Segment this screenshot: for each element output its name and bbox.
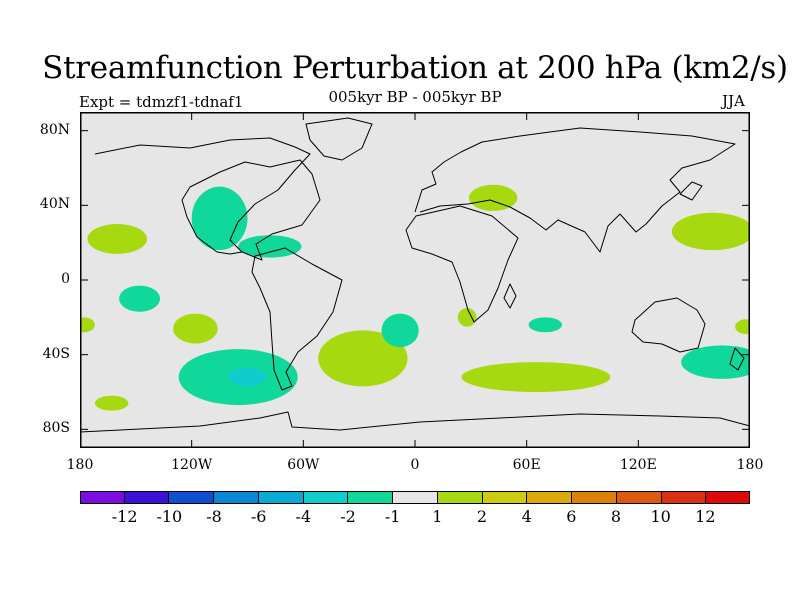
colorbar-cell bbox=[169, 491, 215, 504]
coast-madagascar bbox=[503, 283, 517, 309]
colorbar-label: -1 bbox=[384, 507, 401, 526]
lat-label: 80S bbox=[42, 420, 70, 437]
colorbar-cell bbox=[437, 491, 483, 504]
lon-label: 180 bbox=[66, 457, 94, 473]
colorbar-cell bbox=[124, 491, 170, 504]
colorbar-label: -6 bbox=[250, 507, 267, 526]
colorbar-cell bbox=[661, 491, 707, 504]
region-west-pacific-tropics-positive bbox=[87, 224, 147, 254]
region-south-pacific-far-positive bbox=[94, 395, 129, 411]
region-south-pacific-positive bbox=[173, 313, 218, 344]
coast-north-america bbox=[94, 137, 321, 261]
region-north-america-negative bbox=[191, 186, 248, 251]
colorbar-cell bbox=[303, 491, 349, 504]
colorbar-label: 8 bbox=[610, 507, 622, 526]
region-south-atlantic-positive bbox=[318, 330, 408, 387]
colorbar-label: -4 bbox=[295, 507, 312, 526]
colorbar-cell bbox=[214, 491, 259, 504]
season-label: JJA bbox=[722, 92, 745, 110]
colorbar-cell bbox=[527, 491, 573, 504]
lat-label: 0 bbox=[61, 271, 70, 287]
colorbar-cell bbox=[482, 491, 528, 504]
lon-label: 120E bbox=[619, 457, 657, 473]
lon-label: 60E bbox=[512, 457, 541, 473]
colorbar bbox=[80, 491, 751, 504]
region-southern-africa-positive bbox=[457, 308, 477, 327]
lon-label: 120W bbox=[171, 457, 213, 473]
colorbar-cell bbox=[616, 491, 662, 504]
colorbar-cell bbox=[80, 491, 125, 504]
map-background bbox=[80, 112, 750, 448]
chart-subtitle: 005kyr BP - 005kyr BP bbox=[328, 88, 502, 106]
experiment-label: Expt = tdmzf1-tdnaf1 bbox=[79, 93, 244, 111]
coast-south-america bbox=[251, 247, 343, 391]
lon-label: 0 bbox=[410, 457, 420, 473]
anomaly-regions bbox=[80, 184, 750, 411]
region-south-pacific-core-negative bbox=[228, 367, 267, 387]
map-ticks bbox=[80, 112, 750, 448]
chart-title: Streamfunction Perturbation at 200 hPa (… bbox=[42, 50, 788, 86]
coastlines bbox=[80, 117, 750, 433]
colorbar-cell bbox=[348, 491, 394, 504]
lat-label: 40N bbox=[39, 196, 70, 213]
lon-label: 180 bbox=[736, 457, 764, 473]
colorbar-cell bbox=[258, 491, 304, 504]
colorbar-cell bbox=[393, 491, 438, 504]
colorbar-label: 6 bbox=[566, 507, 577, 526]
colorbar-label: 4 bbox=[521, 507, 532, 526]
colorbar-label: 12 bbox=[695, 507, 716, 526]
region-indian-ocean-negative bbox=[528, 317, 563, 333]
colorbar-label: -10 bbox=[156, 507, 183, 526]
map-panel bbox=[80, 112, 750, 448]
colorbar-label: 2 bbox=[476, 507, 488, 526]
region-dateline-southwest-positive bbox=[80, 317, 95, 333]
coast-australia bbox=[631, 297, 706, 353]
lat-label: 80N bbox=[39, 121, 70, 138]
lat-label: 40S bbox=[42, 345, 70, 362]
coast-new-zealand bbox=[729, 347, 745, 371]
colorbar-label: -12 bbox=[111, 507, 138, 526]
region-west-pacific-positive bbox=[671, 212, 750, 251]
region-south-atlantic-negative bbox=[381, 313, 419, 348]
colorbar-label: 1 bbox=[432, 507, 443, 526]
coast-africa bbox=[405, 205, 519, 323]
coast-greenland bbox=[305, 117, 373, 161]
coast-antarctica bbox=[80, 411, 750, 433]
colorbar-label: 10 bbox=[650, 507, 671, 526]
region-south-indian-ocean-positive bbox=[461, 362, 611, 392]
lon-label: 60W bbox=[287, 457, 320, 473]
region-central-asia-positive bbox=[468, 184, 518, 211]
colorbar-cell bbox=[572, 491, 617, 504]
coast-japan bbox=[679, 181, 703, 201]
region-caribbean-negative bbox=[238, 235, 302, 258]
colorbar-label: -8 bbox=[206, 507, 222, 526]
colorbar-cell bbox=[706, 491, 751, 504]
coast-europe-asia bbox=[414, 127, 736, 253]
region-southwest-pacific-positive bbox=[735, 319, 750, 335]
region-east-pacific-south-negative bbox=[119, 285, 161, 312]
colorbar-label: -2 bbox=[340, 507, 356, 526]
